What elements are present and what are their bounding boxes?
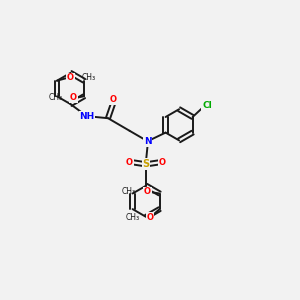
Text: O: O (146, 213, 154, 222)
Text: S: S (142, 159, 150, 169)
Text: CH₃: CH₃ (49, 93, 63, 102)
Text: NH: NH (80, 112, 94, 121)
Text: O: O (67, 73, 74, 82)
Text: O: O (110, 95, 117, 104)
Text: CH₃: CH₃ (122, 188, 136, 196)
Text: CH₃: CH₃ (125, 213, 140, 222)
Text: Cl: Cl (202, 101, 212, 110)
Text: O: O (126, 158, 133, 167)
Text: O: O (144, 188, 151, 196)
Text: N: N (144, 137, 152, 146)
Text: O: O (159, 158, 166, 167)
Text: O: O (70, 93, 77, 102)
Text: CH₃: CH₃ (82, 73, 96, 82)
